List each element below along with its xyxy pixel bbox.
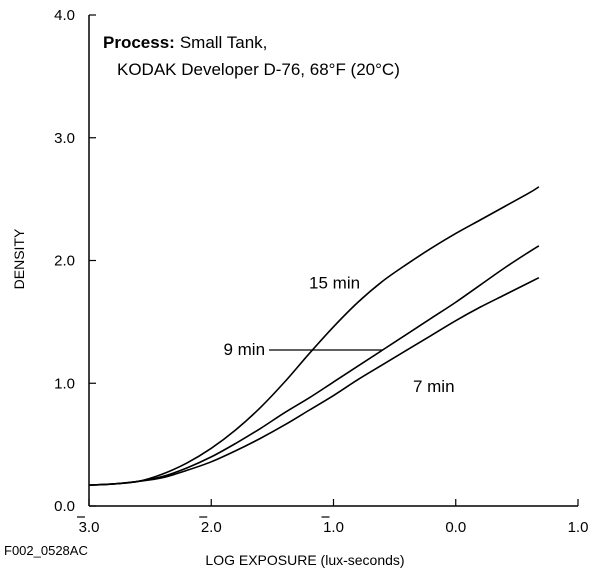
figure-id: F002_0528AC [4,543,88,558]
y-tick-label: 0.0 [54,498,75,515]
y-tick-label: 2.0 [54,253,75,270]
curve-15-min [88,186,540,486]
x-tick-label: 2.0 [201,519,222,536]
y-tick-label: 3.0 [54,130,75,147]
x-tick-label: 1.0 [568,519,589,536]
x-axis-ticks: 3.0 2.0 1.0 0.0 1.0 [77,499,588,536]
x-tick-label: 0.0 [445,519,466,536]
axes [88,15,578,507]
label-9-min: 9 min [223,340,265,359]
x-tick-label: 1.0 [323,519,344,536]
curves [88,186,540,486]
curve-9-min [88,245,540,486]
y-tick-label: 1.0 [54,375,75,392]
process-value: Small Tank, [180,33,268,52]
y-tick-label: 4.0 [54,7,75,24]
y-axis-ticks: 0.0 1.0 2.0 3.0 4.0 [54,7,96,515]
process-note-line2: KODAK Developer D-76, 68°F (20°C) [117,60,400,79]
y-axis-label: DENSITY [11,228,27,289]
process-note-line1: Process: Small Tank, [103,33,267,52]
x-tick-label: 3.0 [79,519,100,536]
x-axis-label: LOG EXPOSURE (lux-seconds) [205,552,404,568]
process-label: Process: [103,33,175,52]
label-15-min: 15 min [309,274,360,293]
curve-7-min [88,276,540,486]
annotations: 15 min 9 min 7 min [223,274,454,396]
label-7-min: 7 min [413,377,455,396]
